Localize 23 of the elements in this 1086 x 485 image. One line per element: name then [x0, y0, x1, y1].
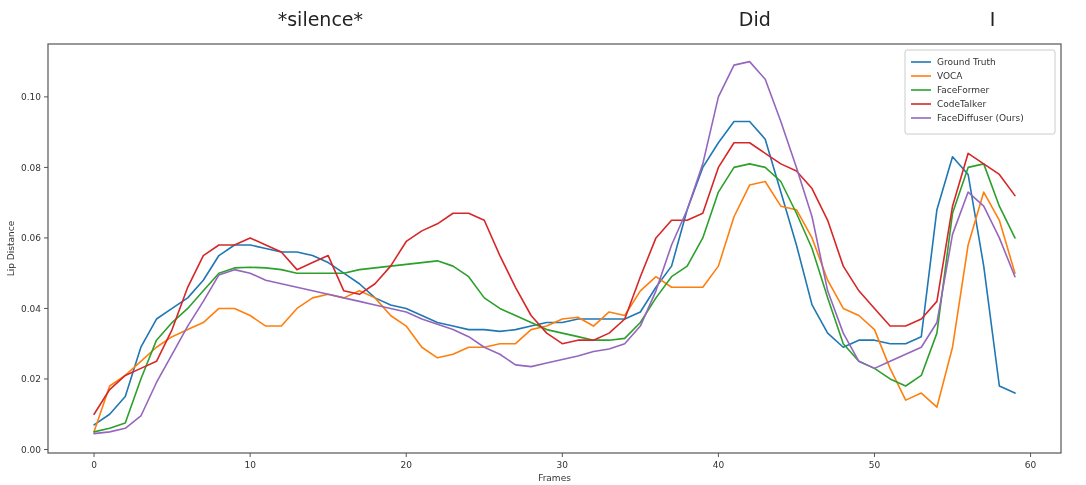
- legend-label: FaceDiffuser (Ours): [937, 113, 1024, 124]
- legend-label: CodeTalker: [937, 99, 987, 110]
- x-axis-title: Frames: [538, 473, 572, 483]
- y-tick-label: 0.10: [20, 92, 42, 103]
- x-tick-label: 20: [400, 460, 413, 470]
- legend-label: FaceFormer: [937, 85, 990, 96]
- y-axis-title: Lip Distance: [6, 220, 16, 277]
- legend-label: Ground Truth: [937, 57, 996, 68]
- y-tick-label: 0.04: [20, 303, 42, 314]
- y-tick-label: 0.08: [20, 162, 42, 173]
- y-tick-label: 0.06: [20, 233, 42, 244]
- text: I: [989, 8, 996, 30]
- text: Did: [738, 8, 771, 30]
- y-tick-label: 0.00: [20, 444, 42, 455]
- x-tick-label: 40: [712, 460, 725, 470]
- x-tick-label: 50: [868, 460, 881, 470]
- x-tick-label: 0: [91, 460, 98, 470]
- text: *silence*: [277, 8, 364, 30]
- x-tick-label: 60: [1024, 460, 1037, 470]
- y-tick-label: 0.02: [20, 374, 41, 385]
- legend-label: VOCA: [937, 71, 964, 82]
- x-tick-label: 30: [556, 460, 569, 470]
- x-tick-label: 10: [244, 460, 257, 470]
